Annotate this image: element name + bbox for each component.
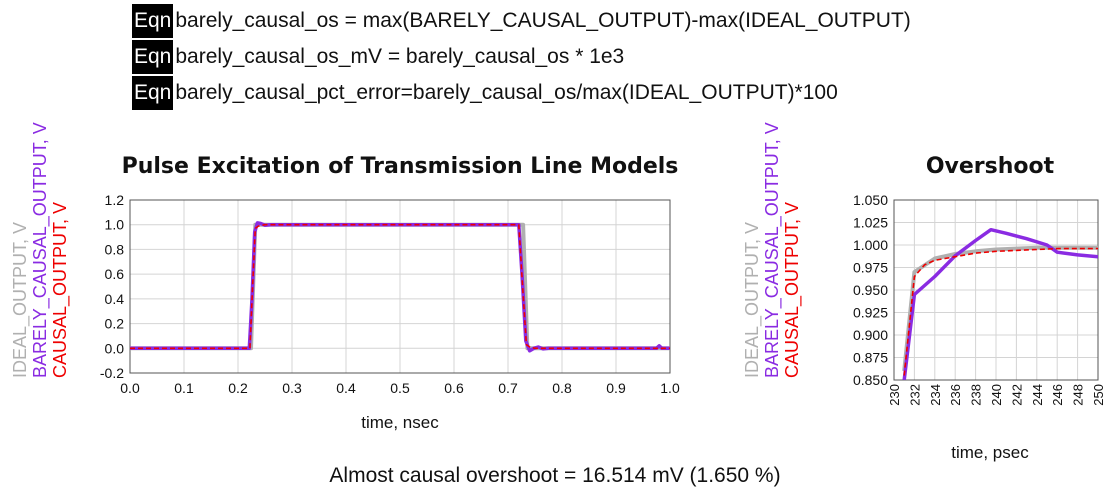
- x-tick-label: 1.0: [660, 380, 680, 396]
- x-tick-label: 248: [1071, 384, 1086, 406]
- y-tick-label: 1.000: [853, 237, 888, 253]
- x-tick-label: 242: [1009, 384, 1024, 406]
- y-tick-label: 0.900: [853, 327, 888, 343]
- x-tick-label: 232: [907, 384, 922, 406]
- ylabel-barely: BARELY_CAUSAL_OUTPUT, V: [30, 122, 50, 378]
- equation-text: barely_causal_os = max(BARELY_CAUSAL_OUT…: [175, 9, 911, 32]
- plot-frame: [893, 199, 1099, 381]
- x-tick-label: 0.1: [174, 380, 194, 396]
- y-tick-label: 0.8: [105, 241, 125, 257]
- equation-text: barely_causal_pct_error=barely_causal_os…: [175, 81, 838, 104]
- x-tick-label: 234: [928, 384, 943, 406]
- y-tick-label: 0.2: [105, 316, 125, 332]
- overshoot-summary: Almost causal overshoot = 16.514 mV (1.6…: [329, 464, 781, 487]
- y-tick-label: 0.6: [105, 266, 125, 282]
- series-line-causal-output: [130, 223, 670, 350]
- x-tick-label: 0.5: [390, 380, 410, 396]
- y-tick-label: 0.4: [105, 291, 125, 307]
- y-tick-label: 0.875: [853, 350, 888, 366]
- y-tick-label: 0.0: [105, 340, 125, 356]
- y-tick-label: 1.050: [853, 192, 888, 208]
- y-tick-label: 0.950: [853, 282, 888, 298]
- eqn-tag: Eqn: [132, 76, 174, 110]
- x-tick-label: 0.0: [120, 380, 140, 396]
- y-axis-labels-pulse: IDEAL_OUTPUT, V BARELY_CAUSAL_OUTPUT, V …: [10, 122, 70, 378]
- y-tick-label: 1.0: [105, 217, 125, 233]
- y-tick-label: 1.2: [105, 192, 125, 208]
- series-line-causal-output: [903, 247, 1098, 376]
- y-tick-label: 0.850: [853, 372, 888, 388]
- x-tick-label: 0.6: [444, 380, 464, 396]
- series-line-ideal-output: [902, 245, 1098, 372]
- eqn-tag: Eqn: [132, 40, 174, 74]
- x-tick-label: 236: [948, 384, 963, 406]
- series-line-barely-causal-output: [902, 227, 1098, 380]
- ylabel-ideal: IDEAL_OUTPUT, V: [10, 221, 30, 378]
- x-tick-label: 250: [1091, 384, 1106, 406]
- ylabel-ideal: IDEAL_OUTPUT, V: [742, 221, 762, 378]
- y-tick-label: 0.975: [853, 260, 888, 276]
- x-tick-label: 230: [887, 384, 902, 406]
- overshoot-chart: 230 232 234 236 238 240 242 244 246 248 250 0.850 0.…: [853, 192, 1106, 406]
- y-axis-labels-overshoot: IDEAL_OUTPUT, V BARELY_CAUSAL_OUTPUT, V …: [742, 122, 802, 378]
- ylabel-barely: BARELY_CAUSAL_OUTPUT, V: [762, 122, 782, 378]
- eqn-tag: Eqn: [132, 4, 174, 38]
- x-tick-label: 244: [1030, 384, 1045, 406]
- pulse-chart: 0.0 0.1 0.2 0.3 0.4 0.5 0.6 0.7 0.8 0.9 1.0-0.20.0…: [100, 192, 680, 396]
- x-tick-label: 238: [969, 384, 984, 406]
- ylabel-causal: CAUSAL_OUTPUT, V: [782, 201, 802, 378]
- x-tick-label: 0.3: [282, 380, 302, 396]
- xlabel-overshoot: time, psec: [951, 443, 1029, 462]
- x-tick-label: 0.2: [228, 380, 248, 396]
- equation-text: barely_causal_os_mV = barely_causal_os *…: [175, 45, 625, 68]
- x-tick-label: 240: [989, 384, 1004, 406]
- plot-frame: [129, 199, 671, 374]
- y-tick-label: 0.925: [853, 305, 888, 321]
- y-tick-label: -0.2: [100, 365, 124, 381]
- equation-row: Eqn barely_causal_pct_error=barely_causa…: [132, 76, 838, 110]
- x-tick-label: 0.8: [552, 380, 572, 396]
- chart-title-pulse: Pulse Excitation of Transmission Line Mo…: [121, 154, 679, 179]
- x-tick-label: 246: [1050, 384, 1065, 406]
- xlabel-pulse: time, nsec: [361, 413, 439, 432]
- ylabel-causal: CAUSAL_OUTPUT, V: [50, 201, 70, 378]
- y-tick-label: 1.025: [853, 215, 888, 231]
- x-tick-label: 0.4: [336, 380, 356, 396]
- chart-title-overshoot: Overshoot: [925, 154, 1055, 179]
- x-tick-label: 0.9: [606, 380, 626, 396]
- equation-row: Eqn barely_causal_os_mV = barely_causal_…: [132, 40, 624, 74]
- equation-row: Eqn barely_causal_os = max(BARELY_CAUSAL…: [132, 4, 911, 38]
- x-tick-label: 0.7: [498, 380, 518, 396]
